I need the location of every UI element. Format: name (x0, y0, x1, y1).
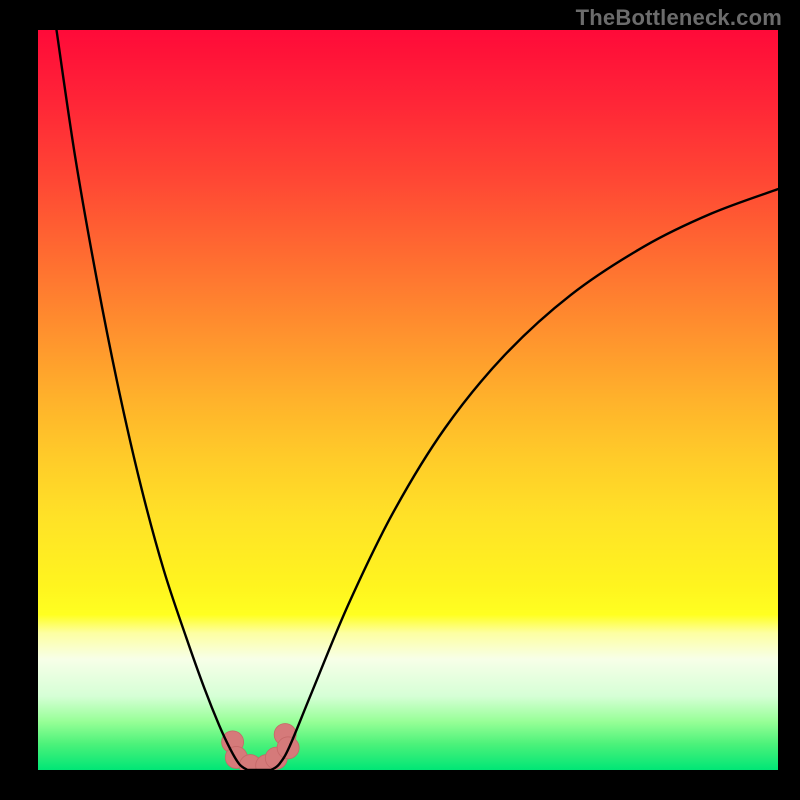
chart-svg (38, 30, 778, 770)
watermark-text: TheBottleneck.com (576, 5, 782, 31)
gradient-background (38, 30, 778, 770)
plot-area (38, 30, 778, 770)
chart-frame: TheBottleneck.com (0, 0, 800, 800)
